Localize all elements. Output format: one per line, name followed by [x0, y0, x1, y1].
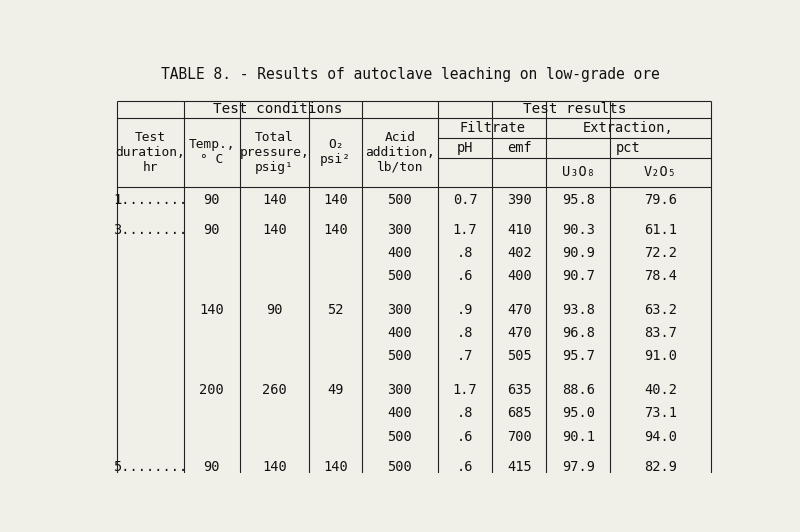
Text: 90: 90 — [203, 460, 220, 474]
Text: 95.0: 95.0 — [562, 406, 594, 420]
Text: 52: 52 — [327, 303, 344, 317]
Text: 635: 635 — [507, 384, 532, 397]
Text: 90.9: 90.9 — [562, 246, 594, 260]
Text: 1........: 1........ — [114, 193, 187, 207]
Text: 700: 700 — [507, 429, 532, 444]
Text: 97.9: 97.9 — [562, 460, 594, 474]
Text: 91.0: 91.0 — [644, 350, 677, 363]
Text: 500: 500 — [387, 193, 412, 207]
Text: 93.8: 93.8 — [562, 303, 594, 317]
Text: .6: .6 — [457, 269, 474, 284]
Text: .6: .6 — [457, 460, 474, 474]
Text: 470: 470 — [507, 303, 532, 317]
Text: Test results: Test results — [522, 102, 626, 117]
Text: 300: 300 — [387, 303, 412, 317]
Text: 500: 500 — [387, 269, 412, 284]
Text: Acid
addition,
lb/ton: Acid addition, lb/ton — [365, 131, 435, 174]
Text: 400: 400 — [387, 406, 412, 420]
Text: pH: pH — [457, 141, 474, 155]
Text: 415: 415 — [507, 460, 532, 474]
Text: 140: 140 — [262, 193, 286, 207]
Text: 61.1: 61.1 — [644, 223, 677, 237]
Text: V₂O₅: V₂O₅ — [644, 165, 677, 179]
Text: 40.2: 40.2 — [644, 384, 677, 397]
Text: 82.9: 82.9 — [644, 460, 677, 474]
Text: .9: .9 — [457, 303, 474, 317]
Text: 400: 400 — [387, 246, 412, 260]
Text: Total
pressure,
psig¹: Total pressure, psig¹ — [239, 131, 310, 174]
Text: 96.8: 96.8 — [562, 326, 594, 340]
Text: 500: 500 — [387, 460, 412, 474]
Text: 140: 140 — [323, 193, 348, 207]
Text: .8: .8 — [457, 326, 474, 340]
Text: 685: 685 — [507, 406, 532, 420]
Text: .8: .8 — [457, 246, 474, 260]
Text: Temp.,
° C: Temp., ° C — [188, 138, 235, 167]
Text: 500: 500 — [387, 350, 412, 363]
Text: .6: .6 — [457, 429, 474, 444]
Text: emf: emf — [507, 141, 532, 155]
Text: 90: 90 — [266, 303, 282, 317]
Text: 63.2: 63.2 — [644, 303, 677, 317]
Text: 90.1: 90.1 — [562, 429, 594, 444]
Text: 400: 400 — [507, 269, 532, 284]
Text: 140: 140 — [262, 223, 286, 237]
Text: 90.7: 90.7 — [562, 269, 594, 284]
Text: 3........: 3........ — [114, 223, 187, 237]
Text: 1.7: 1.7 — [453, 223, 478, 237]
Text: 470: 470 — [507, 326, 532, 340]
Text: 88.6: 88.6 — [562, 384, 594, 397]
Text: 410: 410 — [507, 223, 532, 237]
Text: 73.1: 73.1 — [644, 406, 677, 420]
Text: 90.3: 90.3 — [562, 223, 594, 237]
Text: TABLE 8. - Results of autoclave leaching on low-grade ore: TABLE 8. - Results of autoclave leaching… — [161, 67, 659, 82]
Text: 5........: 5........ — [114, 460, 187, 474]
Text: 49: 49 — [327, 384, 344, 397]
Text: 140: 140 — [262, 460, 286, 474]
Text: Test conditions: Test conditions — [213, 102, 342, 117]
Text: 300: 300 — [387, 384, 412, 397]
Text: 260: 260 — [262, 384, 286, 397]
Text: 500: 500 — [387, 429, 412, 444]
Text: .7: .7 — [457, 350, 474, 363]
Text: 400: 400 — [387, 326, 412, 340]
Text: 1.7: 1.7 — [453, 384, 478, 397]
Text: 94.0: 94.0 — [644, 429, 677, 444]
Text: pct: pct — [616, 141, 641, 155]
Text: 78.4: 78.4 — [644, 269, 677, 284]
Text: 200: 200 — [199, 384, 224, 397]
Text: U₃O₈: U₃O₈ — [562, 165, 594, 179]
Text: 90: 90 — [203, 193, 220, 207]
Text: 402: 402 — [507, 246, 532, 260]
Text: 300: 300 — [387, 223, 412, 237]
Text: 90: 90 — [203, 223, 220, 237]
Text: 140: 140 — [323, 223, 348, 237]
Text: 95.8: 95.8 — [562, 193, 594, 207]
Text: Filtrate: Filtrate — [459, 121, 525, 135]
Text: 140: 140 — [199, 303, 224, 317]
Text: 83.7: 83.7 — [644, 326, 677, 340]
Text: .8: .8 — [457, 406, 474, 420]
Text: 140: 140 — [323, 460, 348, 474]
Text: 0.7: 0.7 — [453, 193, 478, 207]
Text: 72.2: 72.2 — [644, 246, 677, 260]
Text: 390: 390 — [507, 193, 532, 207]
Text: Test
duration,
hr: Test duration, hr — [115, 131, 186, 174]
Text: O₂
psi²: O₂ psi² — [320, 138, 351, 167]
Text: 505: 505 — [507, 350, 532, 363]
Text: Extraction,: Extraction, — [583, 121, 674, 135]
Text: 79.6: 79.6 — [644, 193, 677, 207]
Text: 95.7: 95.7 — [562, 350, 594, 363]
